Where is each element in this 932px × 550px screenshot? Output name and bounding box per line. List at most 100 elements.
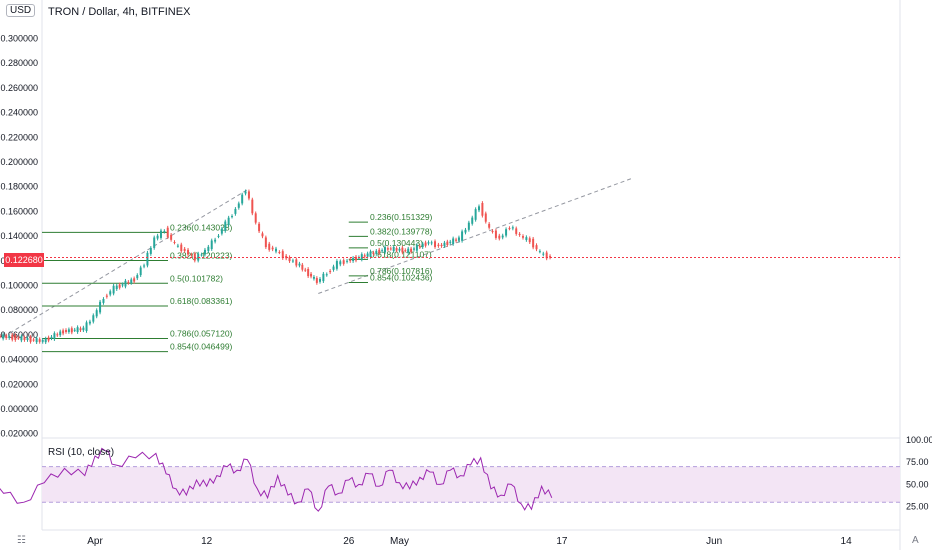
fib1-trend-line: [3, 189, 248, 338]
candle-body: [455, 239, 458, 241]
candle-body: [410, 248, 413, 252]
y-tick-label: -0.020000: [0, 429, 38, 439]
candle-body: [220, 228, 223, 234]
candle-body: [35, 338, 38, 343]
fib1-level-label: 0.854(0.046499): [170, 342, 233, 352]
candle-body: [95, 310, 98, 317]
rsi-label[interactable]: RSI (10, close): [48, 447, 115, 458]
settings-icon[interactable]: ☷: [17, 535, 26, 546]
candle-body: [413, 248, 415, 250]
candle-body: [17, 337, 20, 339]
candle-body: [258, 223, 261, 232]
y-tick-label: 0.240000: [0, 108, 38, 118]
y-tick-label: 0.180000: [0, 182, 38, 192]
candle-body: [173, 242, 176, 244]
candle-body: [349, 259, 352, 262]
candle-body: [207, 246, 210, 251]
rsi-tick-label: 25.00: [906, 502, 929, 512]
y-tick-label: 0.300000: [0, 34, 38, 44]
candle-body: [214, 239, 217, 242]
y-tick-label: 0.260000: [0, 83, 38, 93]
candle-body: [481, 203, 484, 216]
candle-body: [244, 191, 247, 194]
candle-body: [143, 265, 146, 267]
x-tick-label: 14: [841, 536, 853, 547]
candle-body: [85, 322, 88, 331]
candle-body: [268, 243, 271, 250]
candle-body: [156, 235, 159, 239]
candle-body: [271, 247, 274, 250]
candle-body: [237, 203, 240, 208]
currency-badge[interactable]: USD: [6, 4, 36, 17]
candle-body: [20, 336, 23, 341]
y-tick-label: 0.140000: [0, 231, 38, 241]
candle-body: [528, 238, 531, 243]
x-tick-label: 26: [343, 536, 355, 547]
candle-body: [342, 260, 345, 264]
candle-body: [401, 247, 404, 253]
candle-body: [44, 338, 47, 343]
candle-body: [115, 285, 118, 290]
candle-body: [467, 222, 470, 230]
candle-body: [176, 245, 179, 247]
candle-body: [102, 298, 105, 303]
candle-body: [301, 264, 304, 270]
candle-body: [136, 275, 139, 279]
candle-body: [217, 235, 220, 237]
rsi-tick-label: 100.00: [906, 435, 932, 445]
candle-body: [488, 223, 491, 228]
candle-body: [5, 335, 8, 338]
candle-body: [41, 339, 44, 342]
candle-body: [56, 334, 59, 336]
candle-body: [418, 246, 421, 248]
candle-body: [535, 245, 538, 250]
candle-body: [521, 236, 524, 238]
fib2-level-label: 0.786(0.107816): [370, 266, 433, 276]
candle-body: [190, 254, 193, 256]
candle-body: [99, 301, 102, 313]
candle-body: [163, 231, 166, 233]
candle-body: [234, 208, 237, 214]
candle-body: [404, 250, 407, 252]
candle-body: [318, 278, 321, 282]
candle-body: [457, 237, 460, 241]
candle-body: [247, 191, 250, 199]
auto-scale-icon[interactable]: A: [912, 535, 919, 546]
candle-body: [130, 279, 133, 283]
candle-body: [88, 321, 91, 324]
candle-body: [183, 248, 186, 251]
rsi-tick-label: 50.00: [906, 479, 929, 489]
candle-body: [461, 231, 464, 241]
fib2-level-label: 0.618(0.121107): [370, 249, 432, 259]
last-price-tag: 0.122680: [4, 253, 44, 267]
candle-body: [288, 257, 291, 262]
candle-body: [434, 241, 437, 247]
candle-body: [511, 227, 514, 229]
candle-body: [298, 263, 301, 266]
candle-body: [375, 250, 378, 254]
candle-body: [352, 257, 355, 262]
candle-body: [254, 213, 257, 223]
candle-body: [505, 229, 508, 236]
candle-body: [421, 243, 424, 248]
candle-body: [200, 254, 203, 256]
candle-body: [310, 273, 313, 277]
candle-body: [32, 339, 35, 341]
candle-body: [227, 217, 230, 225]
candle-body: [355, 256, 357, 261]
y-tick-label: 0.020000: [0, 379, 38, 389]
candle-body: [26, 338, 29, 340]
candle-body: [127, 281, 130, 283]
candle-body: [121, 284, 124, 286]
y-tick-label: 0.100000: [0, 281, 38, 291]
candle-body: [449, 241, 452, 243]
candle-body: [203, 249, 206, 255]
candle-body: [346, 260, 349, 262]
candle-body: [112, 285, 115, 294]
candle-body: [47, 337, 50, 341]
fib2-level-label: 0.854(0.102436): [370, 272, 433, 282]
candle-body: [133, 278, 136, 282]
candle-body: [372, 252, 375, 254]
